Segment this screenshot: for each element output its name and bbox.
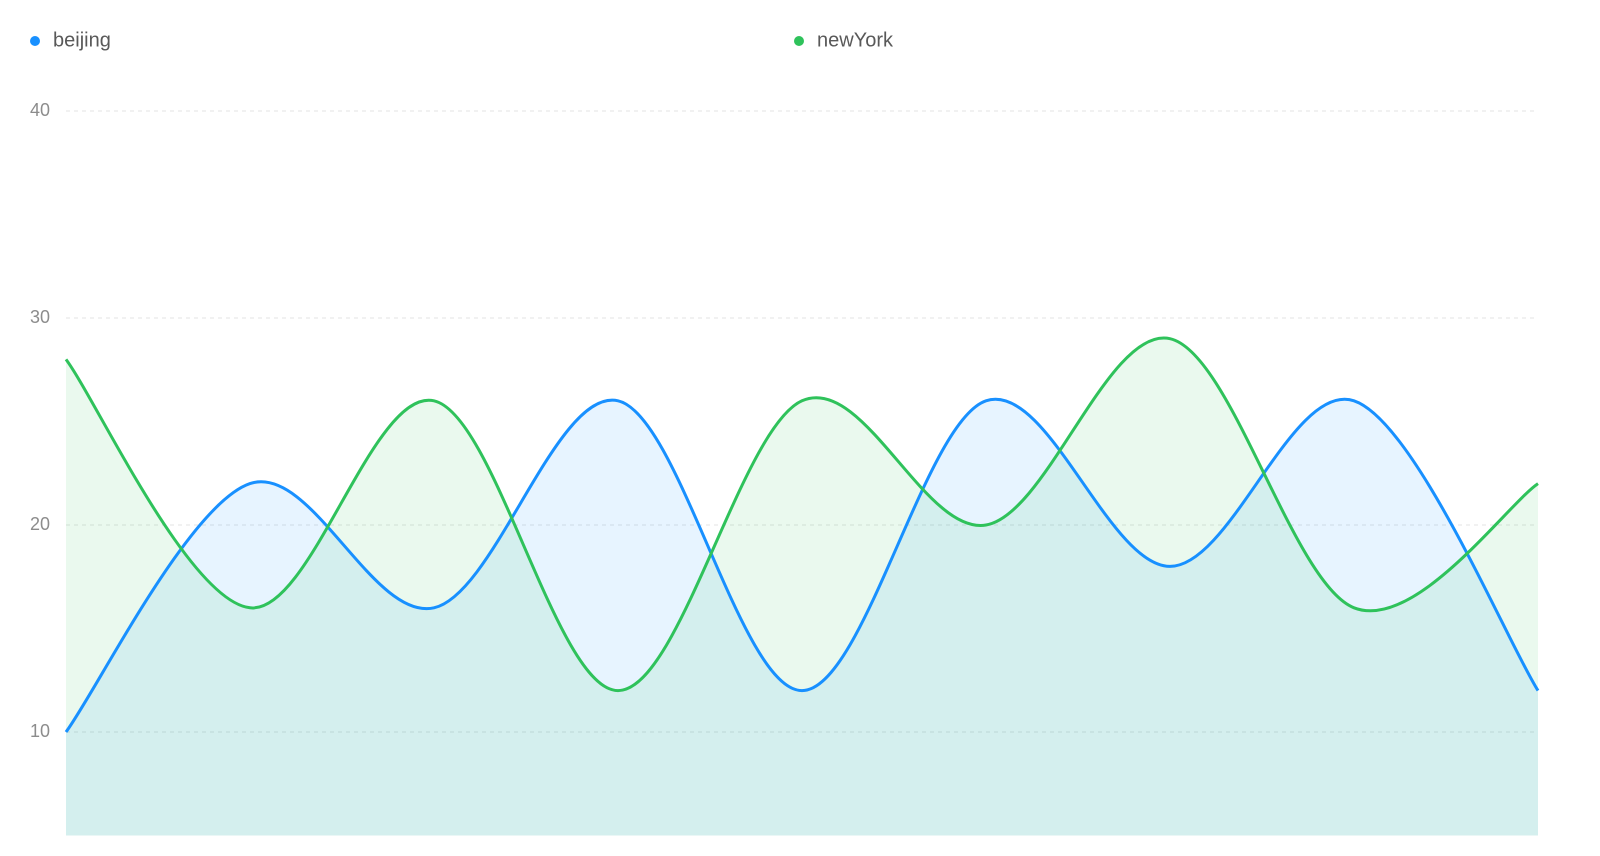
y-tick-label: 20 [30, 514, 50, 534]
legend-label: beijing [53, 29, 111, 51]
line [64, 397, 1540, 733]
legend-marker [30, 36, 40, 46]
line [64, 336, 1539, 693]
legend-marker [794, 36, 804, 46]
y-tick-label: 10 [30, 721, 50, 741]
area [66, 337, 1538, 836]
y-tick-label: 30 [30, 307, 50, 327]
legend-label: newYork [817, 29, 894, 51]
area [66, 399, 1538, 836]
y-tick-label: 40 [30, 100, 50, 120]
